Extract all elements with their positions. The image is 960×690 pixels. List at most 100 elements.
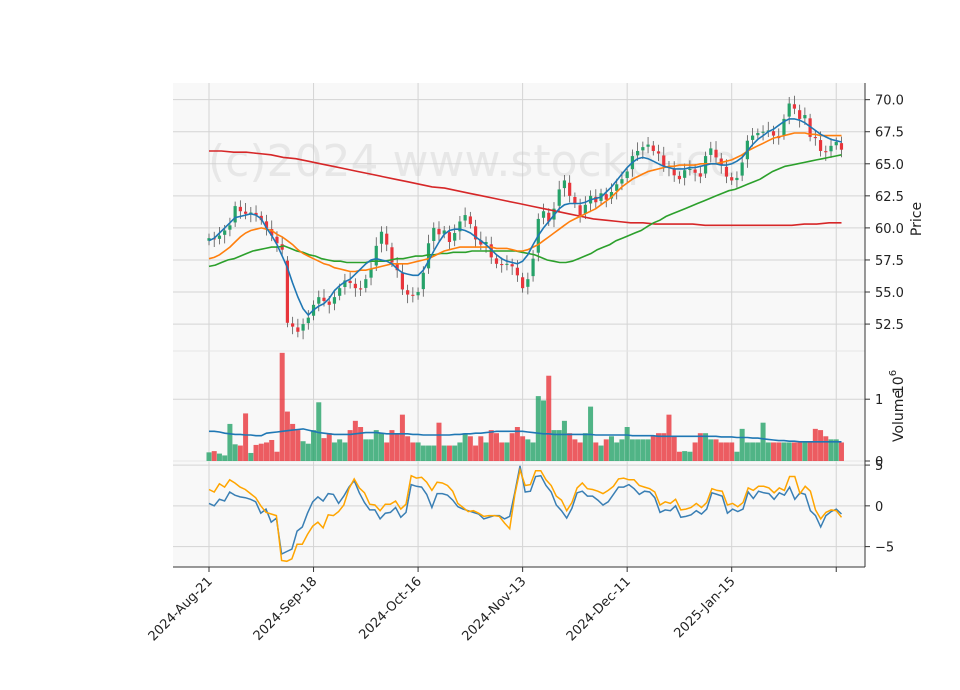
candle-body	[662, 155, 666, 167]
x-tick-label: 2024-Dec-11	[564, 574, 634, 644]
volume-bar	[640, 439, 646, 461]
candle-body	[756, 133, 760, 136]
panel-price-bg	[173, 83, 865, 351]
candle-body	[693, 169, 697, 173]
volume-bar	[656, 433, 662, 461]
volume-bar	[608, 436, 614, 461]
candle-body	[395, 263, 399, 271]
volume-bar	[650, 436, 656, 461]
volume-bar	[561, 420, 567, 461]
x-tick-label: 2024-Aug-21	[146, 574, 216, 644]
volume-bar	[692, 442, 698, 461]
candle-body	[683, 170, 687, 178]
volume-bar	[697, 433, 703, 461]
volume-bar	[582, 433, 588, 461]
volume-bar	[535, 396, 541, 461]
volume-bar	[708, 439, 714, 461]
volume-bar	[446, 445, 452, 461]
volume-bar	[243, 413, 249, 461]
candle-body	[803, 115, 807, 119]
candle-body	[798, 110, 802, 119]
candle-body	[285, 260, 290, 323]
candle-body	[834, 141, 838, 146]
volume-bar	[530, 442, 536, 461]
candle-body	[473, 226, 478, 240]
volume-bar	[478, 436, 484, 461]
candle-body	[824, 151, 828, 153]
volume-bar	[352, 420, 358, 461]
volume-bar	[525, 439, 531, 461]
volume-bar	[802, 442, 808, 461]
candle-body	[264, 221, 269, 228]
volume-bar	[645, 439, 651, 461]
volume-bar	[765, 442, 771, 461]
candle-body	[468, 216, 472, 225]
candle-body	[641, 147, 645, 151]
volume-bar	[263, 442, 269, 461]
candle-body	[442, 230, 446, 234]
candle-body	[521, 277, 525, 289]
candle-body	[479, 240, 483, 245]
candle-body	[562, 180, 567, 189]
candle-body	[818, 140, 823, 151]
volume-bar	[211, 451, 217, 461]
candle-body	[233, 206, 237, 223]
volume-bar	[838, 442, 844, 461]
volume-bar	[316, 402, 322, 461]
volume-bar	[488, 430, 494, 461]
volume-bar	[290, 423, 296, 461]
candle-body	[557, 189, 561, 206]
volume-bar	[467, 436, 473, 461]
volume-bar	[833, 439, 839, 461]
candle-body	[813, 137, 817, 139]
candle-body	[751, 135, 755, 140]
volume-bar	[389, 430, 395, 461]
volume-bar	[703, 433, 709, 461]
candle-body	[782, 118, 786, 136]
candle-body	[625, 171, 629, 179]
volume-bar	[426, 445, 432, 461]
ma-mid-line	[208, 132, 842, 273]
volume-bar	[410, 442, 416, 461]
candle-body	[515, 267, 519, 276]
volume-bar	[368, 439, 374, 461]
volume-bar	[405, 436, 411, 461]
candle-body	[426, 243, 431, 269]
volume-bar	[473, 445, 479, 461]
volume-bar	[514, 427, 520, 461]
candle-body	[364, 279, 368, 288]
candle-body	[453, 233, 457, 241]
candle-body	[275, 236, 279, 244]
volume-bar	[791, 442, 797, 461]
volume-bar	[358, 427, 364, 461]
oscillator-line-2	[208, 467, 843, 563]
candle-body	[714, 149, 718, 158]
volume-bar	[807, 442, 813, 461]
candle-body	[578, 205, 582, 216]
candle-body	[568, 182, 572, 196]
volume-bar	[750, 442, 756, 461]
volume-bar	[227, 423, 233, 461]
candle-body	[672, 168, 676, 176]
volume-bar	[232, 444, 238, 461]
ma-long-line	[209, 150, 842, 227]
volume-bar	[713, 439, 719, 461]
candle-body	[771, 131, 776, 136]
oscillator-line-1	[208, 465, 843, 556]
volume-bar	[509, 433, 515, 461]
volume-bar	[818, 430, 824, 461]
candle-body	[547, 212, 551, 222]
volume-bar	[723, 442, 729, 461]
candle-body	[243, 211, 248, 214]
volume-bar	[546, 375, 552, 461]
candle-body	[447, 232, 452, 243]
volume-bar	[812, 428, 818, 461]
volume-bar	[216, 453, 222, 461]
x-tick-label: 2025-Jan-15	[672, 574, 739, 641]
volume-bar	[457, 442, 463, 461]
volume-bar	[577, 442, 583, 461]
volume-bar	[237, 445, 243, 461]
candle-body	[531, 258, 535, 277]
volume-bar	[483, 442, 489, 461]
